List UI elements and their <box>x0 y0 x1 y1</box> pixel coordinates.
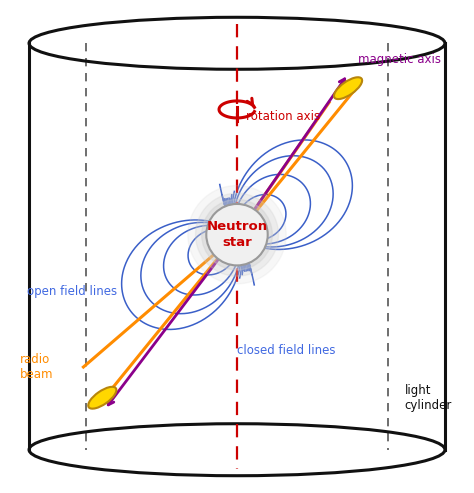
Text: open field lines: open field lines <box>27 285 117 298</box>
Ellipse shape <box>334 77 362 99</box>
Circle shape <box>201 199 273 270</box>
Circle shape <box>206 204 268 265</box>
Ellipse shape <box>88 387 117 409</box>
Circle shape <box>196 193 278 276</box>
Text: magnetic axis: magnetic axis <box>357 53 440 67</box>
Text: rotation axis: rotation axis <box>246 110 320 123</box>
Text: light
cylinder: light cylinder <box>405 384 452 412</box>
Text: Neutron
star: Neutron star <box>207 220 267 249</box>
Circle shape <box>188 185 286 284</box>
Text: radio
beam: radio beam <box>19 353 53 381</box>
Text: closed field lines: closed field lines <box>237 344 336 357</box>
